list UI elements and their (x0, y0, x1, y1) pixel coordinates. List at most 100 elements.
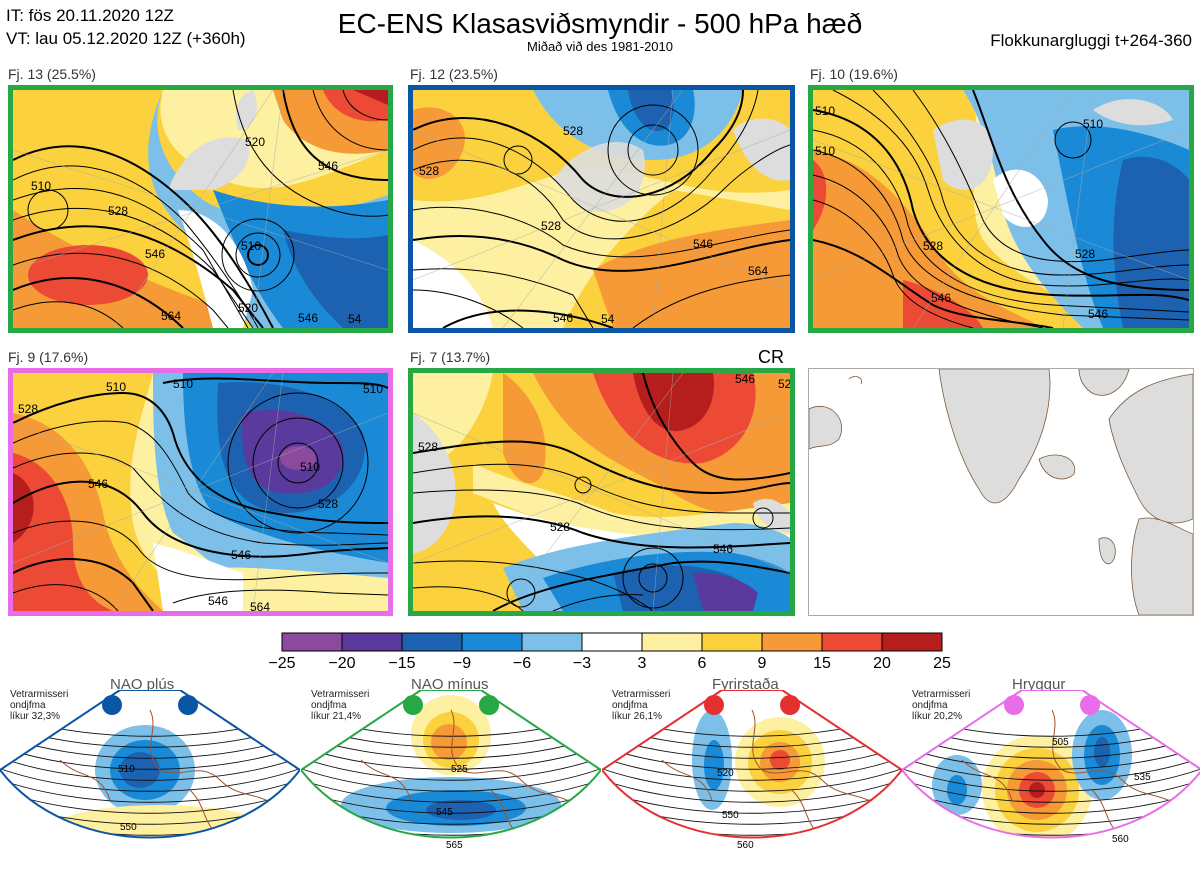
regime-contour-label: 510 (118, 764, 135, 775)
regime-info: Vetrarmisseri ondjfma líkur 32,3% (10, 689, 68, 722)
colorbar-tick-label: −25 (268, 655, 296, 672)
regime-marker-dot (479, 695, 499, 715)
regime-info-line: ondjfma (612, 700, 648, 711)
regime-contour-label: 520 (717, 768, 734, 779)
regime-contour-label: 525 (451, 764, 468, 775)
contour-label: 510 (363, 382, 383, 396)
contour-label: 546 (88, 477, 108, 491)
contour-label: 546 (298, 311, 318, 325)
regime-info-line: líkur 20,2% (912, 711, 963, 722)
colorbar-tick-label: 9 (757, 655, 767, 672)
regime-marker-dot (403, 695, 423, 715)
cluster-map-12: 528 528 528 546 564 546 54 (408, 85, 795, 333)
colorbar-swatch (521, 632, 583, 652)
regime-info-line: Vetrarmisseri (612, 689, 671, 700)
cluster-map-9: 528 510 510 510 510 546 528 546 546 564 (8, 368, 393, 616)
regime-marker-dot (102, 695, 122, 715)
contour-label: 546 (693, 237, 713, 251)
regime-contour-label: 565 (446, 840, 463, 851)
regime-contour-label: 550 (120, 822, 137, 833)
contour-label: 510 (31, 179, 51, 193)
regime-outline (0, 690, 300, 839)
contour-label: 546 (231, 548, 251, 562)
colorbar-swatch (461, 632, 523, 652)
contour-label: 54 (348, 312, 362, 326)
coastline-map (808, 368, 1194, 616)
colorbar-tick-label: 3 (637, 655, 647, 672)
contour-label: 510 (1083, 117, 1103, 131)
regime-info-line: líkur 32,3% (10, 711, 61, 722)
regime-info-line: líkur 21,4% (311, 711, 362, 722)
colorbar-swatch (281, 632, 343, 652)
contour-label: 546 (931, 291, 951, 305)
colorbar-tick-label: −9 (452, 655, 472, 672)
contour-label: 564 (748, 264, 768, 278)
colorbar-swatch (581, 632, 643, 652)
contour-label: 510 (173, 377, 193, 391)
contour-label: 546 (208, 594, 228, 608)
regime-marker-dot (704, 695, 724, 715)
page-title: EC-ENS Klasasviðsmyndir - 500 hPa hæð (337, 8, 863, 39)
contour-label: 528 (419, 164, 439, 178)
regime-marker-dot (178, 695, 198, 715)
panel-label-2: Fj. 12 (23.5%) (410, 66, 498, 82)
colorbar-tick-label: −6 (512, 655, 532, 672)
colorbar-tick-label: −3 (572, 655, 592, 672)
regime-contour-label: 535 (1134, 772, 1151, 783)
regime-title: Hryggur (1012, 676, 1066, 693)
regime-info-line: líkur 26,1% (612, 711, 663, 722)
colorbar-swatch (881, 632, 943, 652)
contour-label: 520 (245, 135, 265, 149)
contour-label: 546 (735, 373, 755, 386)
regime-title: Fyrirstaða (712, 676, 779, 693)
regime-title: NAO mínus (411, 676, 489, 693)
regime-outline (301, 690, 601, 839)
regime-map: 510 550 (0, 690, 300, 839)
cluster-map-10: 510 510 510 528 546 528 546 (808, 85, 1194, 333)
contour-label: 510 (300, 460, 320, 474)
contour-label: 528 (318, 497, 338, 511)
colorbar-swatch (761, 632, 823, 652)
colorbar-tick-label: 20 (873, 655, 891, 672)
regime-contour-label: 560 (1112, 834, 1129, 845)
regime-info: Vetrarmisseri ondjfma líkur 21,4% (311, 689, 369, 722)
regime-contour-label: 505 (1052, 737, 1069, 748)
contour-label: 510 (241, 239, 261, 253)
regime-info-line: Vetrarmisseri (912, 689, 971, 700)
contour-label: 528 (550, 520, 570, 534)
regime-contour-label: 560 (737, 840, 754, 851)
regime-contour-label: 550 (722, 810, 739, 821)
regime-title: NAO plús (110, 676, 175, 693)
classification-window: Flokkunargluggi t+264-360 (990, 31, 1192, 50)
panel-label-5: Fj. 7 (13.7%) (410, 349, 491, 365)
colorbar-tick-label: −20 (328, 655, 356, 672)
regime-info: Vetrarmisseri ondjfma líkur 26,1% (612, 689, 670, 722)
cluster-map-13: 510 528 546 520 510 520 546 564 546 54 (8, 85, 393, 333)
contour-label: 54 (601, 312, 615, 326)
regime-marker-dot (1080, 695, 1100, 715)
contour-label: 528 (418, 440, 438, 454)
valid-time: VT: lau 05.12.2020 12Z (+360h) (6, 29, 246, 48)
cluster-map-7: 528 528 546 528 546 (408, 368, 795, 616)
cr-label: CR (758, 347, 784, 367)
regime-outline (602, 690, 902, 839)
regime-info: Vetrarmisseri ondjfma líkur 20,2% (912, 689, 970, 722)
panel-label-4: Fj. 9 (17.6%) (8, 349, 89, 365)
contour-label: 510 (106, 380, 126, 394)
colorbar-tick-label: −15 (388, 655, 416, 672)
regime-info-line: ondjfma (10, 700, 46, 711)
contour-label: 528 (563, 124, 583, 138)
colorbar-tick-label: 6 (697, 655, 707, 672)
colorbar-swatch (641, 632, 703, 652)
colorbar-swatch (341, 632, 403, 652)
regime-marker-dot (1004, 695, 1024, 715)
page-subtitle: Miðað við des 1981-2010 (527, 39, 673, 54)
regime-map: 520 550 560 (602, 690, 902, 851)
contour-label: 528 (541, 219, 561, 233)
regime-info-line: Vetrarmisseri (10, 689, 69, 700)
contour-label: 528 (778, 377, 790, 391)
contour-label: 546 (145, 247, 165, 261)
init-time: IT: fös 20.11.2020 12Z (6, 6, 174, 25)
regime-info-line: ondjfma (311, 700, 347, 711)
regime-info-line: Vetrarmisseri (311, 689, 370, 700)
